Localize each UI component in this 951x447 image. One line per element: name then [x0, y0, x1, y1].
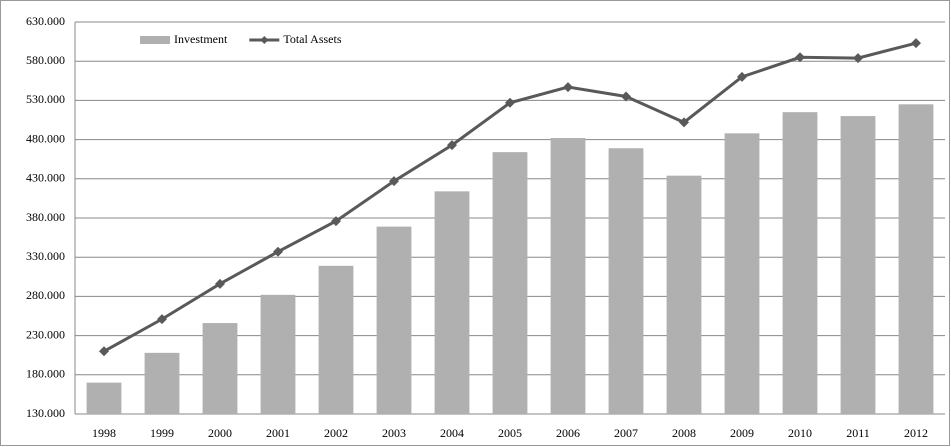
bar: [840, 116, 876, 414]
y-tick-label: 530.000: [26, 92, 65, 106]
y-tick-label: 330.000: [26, 249, 65, 263]
y-tick-label: 130.000: [26, 406, 65, 420]
marker: [795, 52, 805, 63]
x-tick-label: 2009: [730, 426, 754, 440]
marker: [621, 91, 631, 102]
marker: [273, 246, 283, 257]
bar: [724, 133, 760, 414]
y-tick-label: 380.000: [26, 210, 65, 224]
x-tick-label: 2000: [208, 426, 232, 440]
bar: [202, 323, 238, 414]
marker: [157, 314, 167, 325]
bar: [898, 104, 934, 414]
bar: [492, 152, 528, 415]
marker: [331, 216, 341, 227]
x-tick-label: 2011: [846, 426, 870, 440]
x-tick-label: 2005: [498, 426, 522, 440]
y-tick-label: 230.000: [26, 327, 65, 341]
marker: [99, 346, 109, 357]
marker: [563, 82, 573, 93]
bar: [86, 382, 122, 414]
y-tick-label: 280.000: [26, 288, 65, 302]
y-tick-label: 630.000: [26, 14, 65, 28]
x-tick-label: 2006: [556, 426, 580, 440]
y-tick-label: 180.000: [26, 367, 65, 381]
x-tick-label: 2012: [904, 426, 928, 440]
x-tick-label: 2008: [672, 426, 696, 440]
x-tick-label: 2002: [324, 426, 348, 440]
legend-swatch: [140, 36, 170, 44]
legend-marker: [260, 36, 269, 44]
x-tick-label: 2004: [440, 426, 464, 440]
x-tick-label: 2010: [788, 426, 812, 440]
bar: [666, 175, 702, 414]
x-tick-label: 2001: [266, 426, 290, 440]
marker: [447, 140, 457, 151]
bar: [144, 352, 180, 414]
bar: [782, 112, 818, 414]
x-tick-label: 2003: [382, 426, 406, 440]
legend-label: Investment: [174, 32, 228, 46]
marker: [389, 176, 399, 187]
marker: [679, 117, 689, 128]
marker: [215, 278, 225, 289]
marker: [505, 97, 515, 108]
x-tick-label: 1999: [150, 426, 174, 440]
marker: [853, 53, 863, 64]
legend-label: Total Assets: [283, 32, 341, 46]
y-tick-label: 480.000: [26, 131, 65, 145]
bar: [260, 294, 296, 414]
bar: [434, 191, 470, 414]
x-tick-label: 2007: [614, 426, 638, 440]
x-tick-label: 1998: [92, 426, 116, 440]
bar: [318, 265, 354, 414]
bar: [550, 138, 586, 415]
y-tick-label: 580.000: [26, 53, 65, 67]
marker: [911, 38, 921, 49]
marker: [737, 71, 747, 82]
bar: [608, 148, 644, 414]
bar: [376, 226, 412, 414]
y-tick-label: 430.000: [26, 171, 65, 185]
